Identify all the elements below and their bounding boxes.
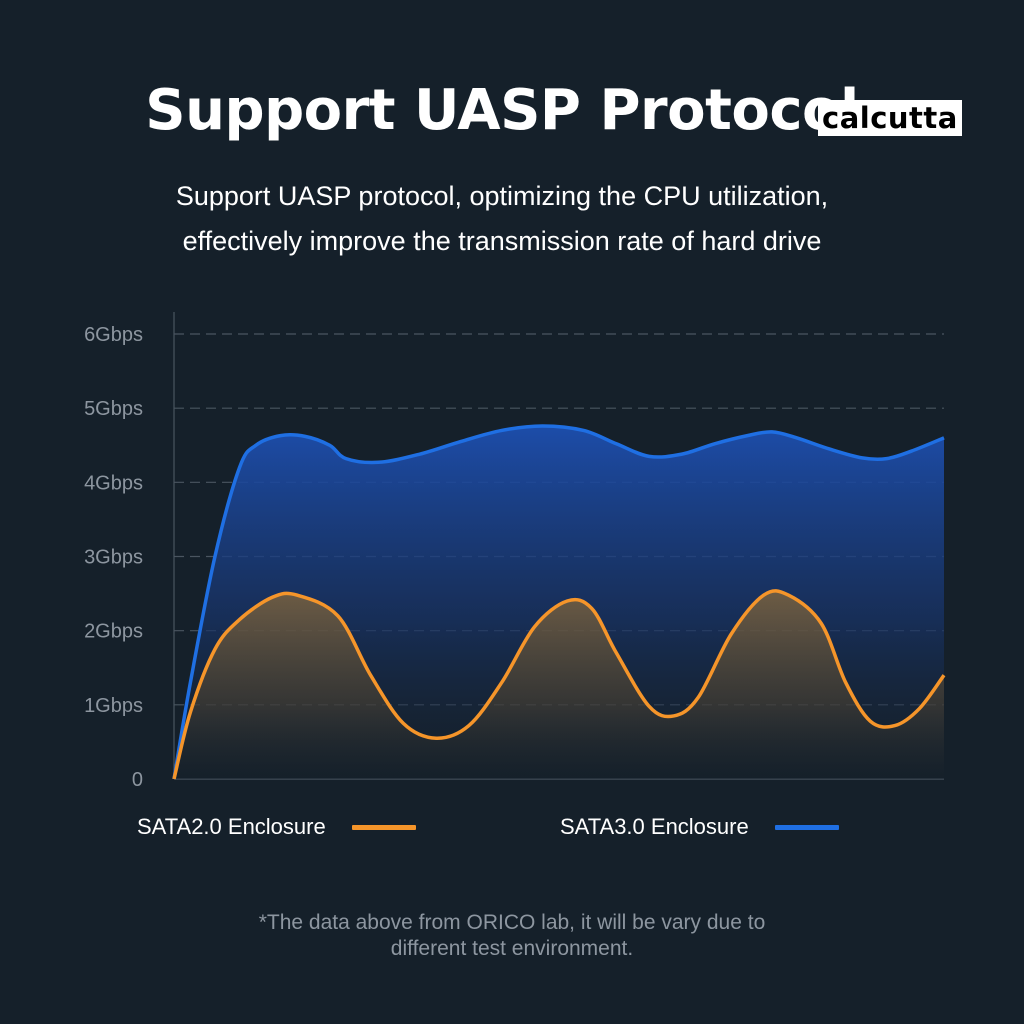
watermark-logo: calcutta: [818, 100, 962, 136]
legend-swatch-sata2: [351, 824, 416, 830]
y-tick-label: 6Gbps: [84, 324, 143, 346]
legend-item-sata2: SATA2.0 Enclosure: [137, 812, 416, 842]
y-tick-label: 2Gbps: [84, 621, 143, 643]
legend-swatch-sata3: [774, 824, 839, 830]
sata2-line: [172, 589, 946, 780]
y-tick-label: 1Gbps: [84, 695, 143, 717]
subtitle-line-1: Support UASP protocol, optimizing the CP…: [175, 181, 829, 211]
footnote-line-2: different test environment.: [390, 937, 634, 960]
legend-label-sata3: SATA3.0 Enclosure: [560, 814, 749, 839]
y-tick-label: 3Gbps: [84, 547, 143, 569]
page-title: Support UASP Protocol: [145, 78, 859, 143]
footnote: *The data above from ORICO lab, it will …: [0, 910, 1024, 962]
legend-label-sata2: SATA2.0 Enclosure: [137, 814, 326, 839]
y-tick-label: 5Gbps: [84, 398, 143, 420]
footnote-line-1: *The data above from ORICO lab, it will …: [258, 911, 766, 934]
y-tick-label: 0: [132, 769, 143, 791]
subtitle: Support UASP protocol, optimizing the CP…: [0, 174, 1004, 264]
speed-chart: 0 1Gbps 2Gbps 3Gbps 4Gbps 5Gbps 6Gbps: [84, 312, 946, 791]
subtitle-line-2: effectively improve the transmission rat…: [182, 226, 822, 256]
sata2-area: [174, 590, 944, 779]
sata3-line: [172, 424, 945, 780]
legend-item-sata3: SATA3.0 Enclosure: [560, 812, 839, 842]
y-tick-label: 4Gbps: [84, 472, 143, 494]
